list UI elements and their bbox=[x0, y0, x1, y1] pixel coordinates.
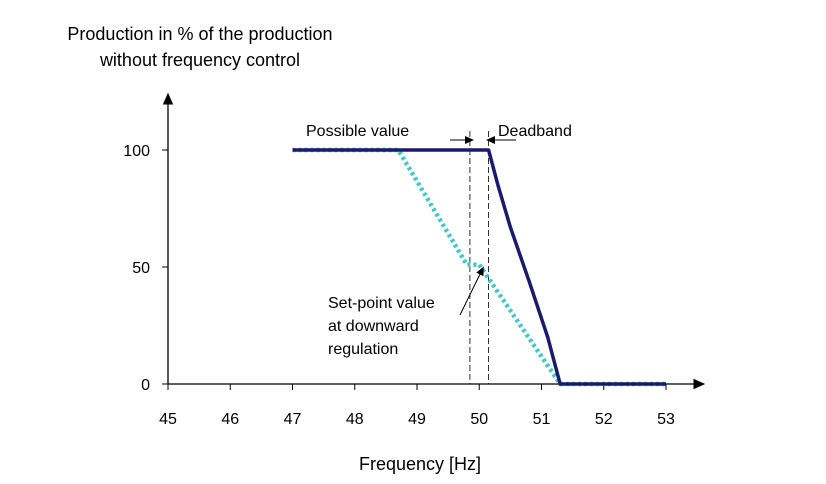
setpoint-leader-line bbox=[459, 266, 484, 316]
x-tick-label: 48 bbox=[346, 411, 364, 428]
x-tick-label: 47 bbox=[284, 411, 302, 428]
series-line-solid bbox=[292, 148, 666, 386]
y-ticks: 0 50 100 bbox=[123, 143, 168, 394]
deadband-guides bbox=[469, 131, 489, 384]
annotation-setpoint-line2: at downward bbox=[328, 318, 419, 335]
y-tick-label: 100 bbox=[123, 143, 150, 160]
y-axis-label-line1: Production in % of the production bbox=[67, 24, 332, 44]
x-axis-label: Frequency [Hz] bbox=[359, 454, 481, 474]
x-tick-label: 51 bbox=[533, 411, 551, 428]
annotation-setpoint-line3: regulation bbox=[328, 341, 398, 358]
x-tick-label: 45 bbox=[159, 411, 177, 428]
x-tick-label: 49 bbox=[408, 411, 426, 428]
y-axis-label-line2: without frequency control bbox=[99, 50, 300, 70]
y-tick-label: 0 bbox=[141, 377, 150, 394]
x-tick-label: 50 bbox=[470, 411, 488, 428]
x-ticks: 45 46 47 48 49 50 51 52 53 bbox=[159, 384, 675, 428]
annotation-setpoint-line1: Set-point value bbox=[328, 295, 435, 312]
annotation-deadband: Deadband bbox=[498, 123, 572, 140]
series-group bbox=[292, 147, 666, 387]
y-tick-label: 50 bbox=[132, 260, 150, 277]
x-tick-label: 52 bbox=[595, 411, 613, 428]
annotation-possible-value: Possible value bbox=[306, 123, 409, 140]
x-tick-label: 53 bbox=[657, 411, 675, 428]
x-tick-label: 46 bbox=[221, 411, 239, 428]
